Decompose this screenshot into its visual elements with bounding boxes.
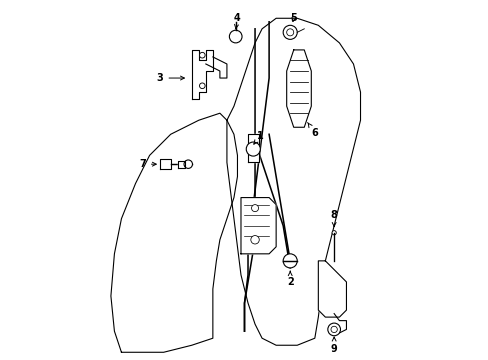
Circle shape bbox=[283, 25, 297, 39]
Circle shape bbox=[286, 29, 293, 36]
Circle shape bbox=[283, 254, 297, 268]
Polygon shape bbox=[226, 18, 360, 345]
Circle shape bbox=[229, 30, 242, 43]
Circle shape bbox=[246, 142, 260, 156]
Text: 3: 3 bbox=[157, 73, 184, 83]
Circle shape bbox=[199, 52, 204, 58]
Text: 9: 9 bbox=[330, 337, 337, 354]
Text: 7: 7 bbox=[139, 159, 156, 169]
Circle shape bbox=[250, 235, 259, 244]
Circle shape bbox=[327, 323, 340, 336]
Polygon shape bbox=[191, 50, 212, 99]
Circle shape bbox=[331, 231, 336, 235]
Circle shape bbox=[183, 160, 192, 168]
Polygon shape bbox=[247, 134, 258, 162]
Circle shape bbox=[251, 204, 258, 212]
Polygon shape bbox=[205, 57, 226, 78]
Circle shape bbox=[199, 83, 204, 89]
Polygon shape bbox=[241, 198, 276, 254]
Polygon shape bbox=[111, 113, 237, 352]
Text: 5: 5 bbox=[290, 13, 297, 23]
Text: 4: 4 bbox=[234, 13, 241, 29]
Text: 1: 1 bbox=[253, 131, 263, 144]
Polygon shape bbox=[177, 161, 184, 168]
Polygon shape bbox=[286, 50, 311, 127]
Polygon shape bbox=[318, 261, 346, 317]
Text: 2: 2 bbox=[286, 271, 293, 287]
Text: 6: 6 bbox=[307, 122, 318, 138]
Polygon shape bbox=[160, 159, 170, 170]
Circle shape bbox=[330, 326, 337, 333]
Text: 8: 8 bbox=[330, 210, 337, 226]
